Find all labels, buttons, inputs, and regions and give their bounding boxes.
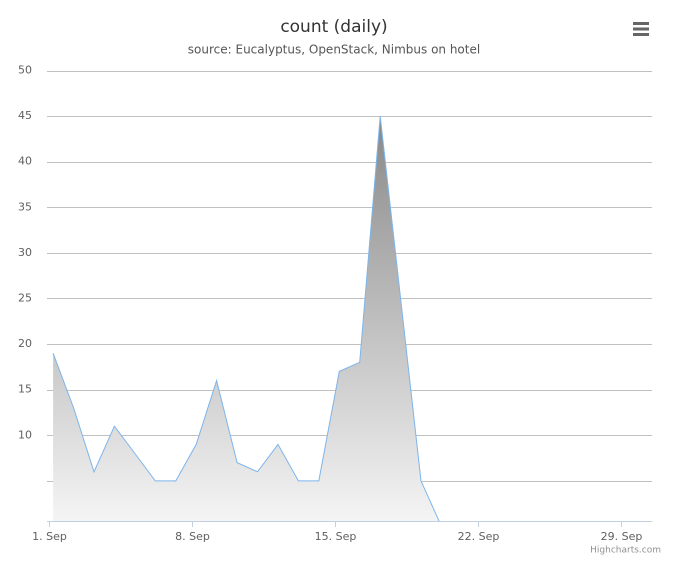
y-tick-label: 40 — [18, 155, 32, 168]
y-tick-label: 35 — [18, 200, 32, 213]
y-tick-label: 10 — [18, 428, 32, 441]
credits: Highcharts.com — [590, 546, 661, 556]
y-tick-label: 50 — [18, 64, 32, 77]
chart-subtitle: source: Eucalyptus, OpenStack, Nimbus on… — [188, 43, 480, 57]
line — [52, 116, 440, 521]
plot — [52, 116, 440, 521]
y-tick-label: 25 — [18, 291, 32, 304]
x-tick-label: 29. Sep — [601, 530, 643, 543]
y-tick-label: 20 — [18, 337, 32, 350]
menu-button[interactable] — [626, 16, 656, 42]
area — [53, 116, 440, 521]
x-tick-label: 15. Sep — [315, 530, 357, 543]
x-tick-label: 8. Sep — [175, 530, 210, 543]
x-tick-label: 1. Sep — [32, 530, 67, 543]
chart-title: count (daily) — [280, 17, 387, 37]
y-tick-label: 45 — [18, 109, 32, 122]
y-tick-label: 30 — [18, 246, 32, 259]
y-tick-label: 15 — [18, 383, 32, 396]
menu-icon[interactable] — [633, 22, 649, 36]
x-tick-label: 22. Sep — [458, 530, 500, 543]
